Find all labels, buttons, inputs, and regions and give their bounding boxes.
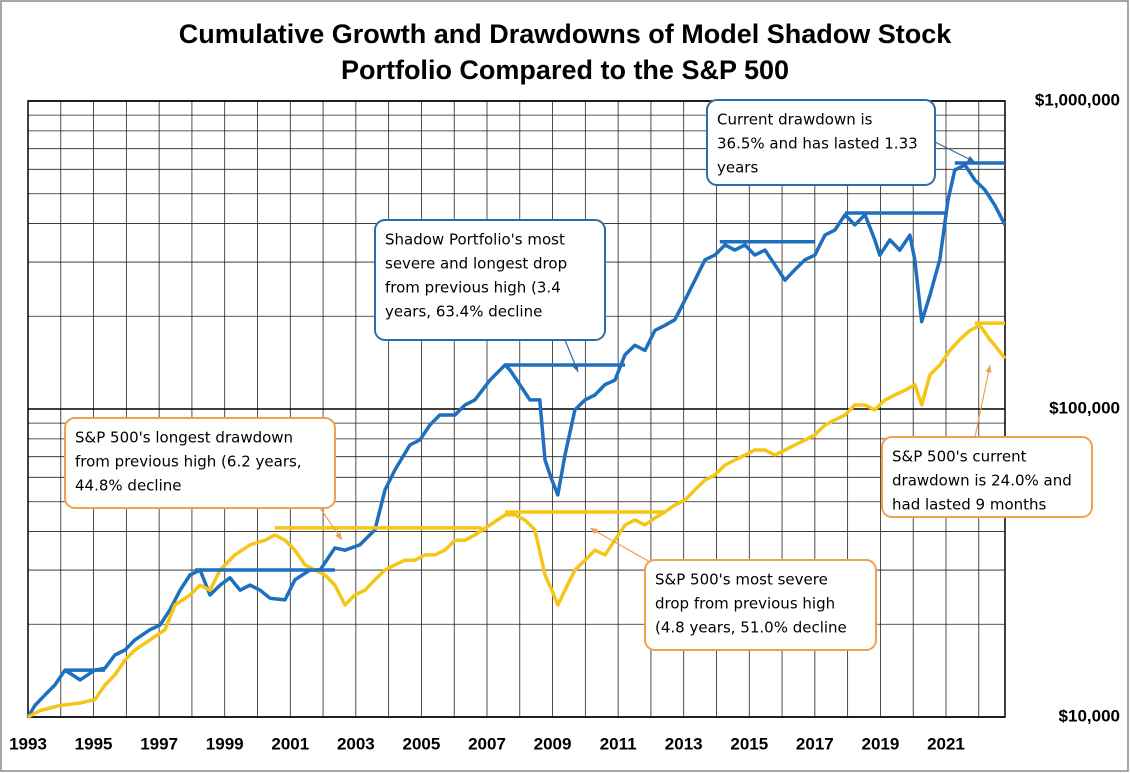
series-line <box>27 323 1007 719</box>
x-tick-label: 2015 <box>730 734 768 753</box>
x-tick-label: 1997 <box>140 734 178 753</box>
annotation-box <box>706 99 936 186</box>
annotation-arrow <box>589 527 651 563</box>
annotation-text: from previous high (6.2 years, <box>75 453 302 471</box>
annotation-box <box>64 417 336 509</box>
annotation-text: (4.8 years, 51.0% decline <box>655 619 847 637</box>
annotation-box <box>374 219 606 341</box>
annotation-arrow <box>934 141 976 163</box>
arrow-head <box>985 365 992 373</box>
arrow-head <box>335 532 342 540</box>
annotation-text: Current drawdown is <box>717 111 873 129</box>
x-tick-label: 1999 <box>206 734 244 753</box>
annotation-text: Shadow Portfolio's most <box>385 231 565 249</box>
series-line <box>274 321 1005 530</box>
annotation-text: years, 63.4% decline <box>385 303 542 321</box>
annotation-box <box>644 559 877 651</box>
arrow-head <box>590 528 598 535</box>
x-tick-label: 2005 <box>403 734 441 753</box>
series-line <box>65 161 1005 672</box>
x-tick-label: 2013 <box>665 734 703 753</box>
y-tick-label: $10,000 <box>1059 706 1120 725</box>
annotation-text: S&P 500's current <box>892 448 1027 466</box>
annotation-text: from previous high (3.4 <box>385 279 561 297</box>
annotation-text: had lasted 9 months <box>892 496 1047 514</box>
y-tick-label: $100,000 <box>1049 398 1120 417</box>
annotation-text: drop from previous high <box>655 595 835 613</box>
annotation-text: S&P 500's most severe <box>655 571 828 589</box>
chart-title: Cumulative Growth and Drawdowns of Model… <box>179 19 953 49</box>
annotation-arrow <box>974 364 991 438</box>
x-tick-label: 2007 <box>468 734 506 753</box>
x-tick-label: 2011 <box>600 734 637 753</box>
annotation-text: 36.5% and has lasted 1.33 <box>717 135 918 153</box>
chart-title: Portfolio Compared to the S&P 500 <box>341 55 789 85</box>
x-tick-label: 2021 <box>927 734 965 753</box>
x-tick-label: 2001 <box>271 734 309 753</box>
annotation-text: years <box>717 159 758 177</box>
y-tick-label: $1,000,000 <box>1035 90 1120 109</box>
annotation-text: S&P 500's longest drawdown <box>75 429 293 447</box>
annotation-text: severe and longest drop <box>385 255 567 273</box>
annotation-text: drawdown is 24.0% and <box>892 472 1072 490</box>
x-tick-label: 1995 <box>75 734 113 753</box>
x-tick-label: 2009 <box>534 734 572 753</box>
x-tick-label: 2019 <box>862 734 900 753</box>
x-tick-label: 2003 <box>337 734 375 753</box>
annotation-text: 44.8% decline <box>75 477 182 495</box>
arrow-head <box>967 155 975 162</box>
plot-border <box>27 100 1006 718</box>
annotation-box <box>881 436 1093 518</box>
arrow-head <box>572 364 579 372</box>
x-tick-label: 1993 <box>9 734 47 753</box>
x-tick-label: 2017 <box>796 734 834 753</box>
